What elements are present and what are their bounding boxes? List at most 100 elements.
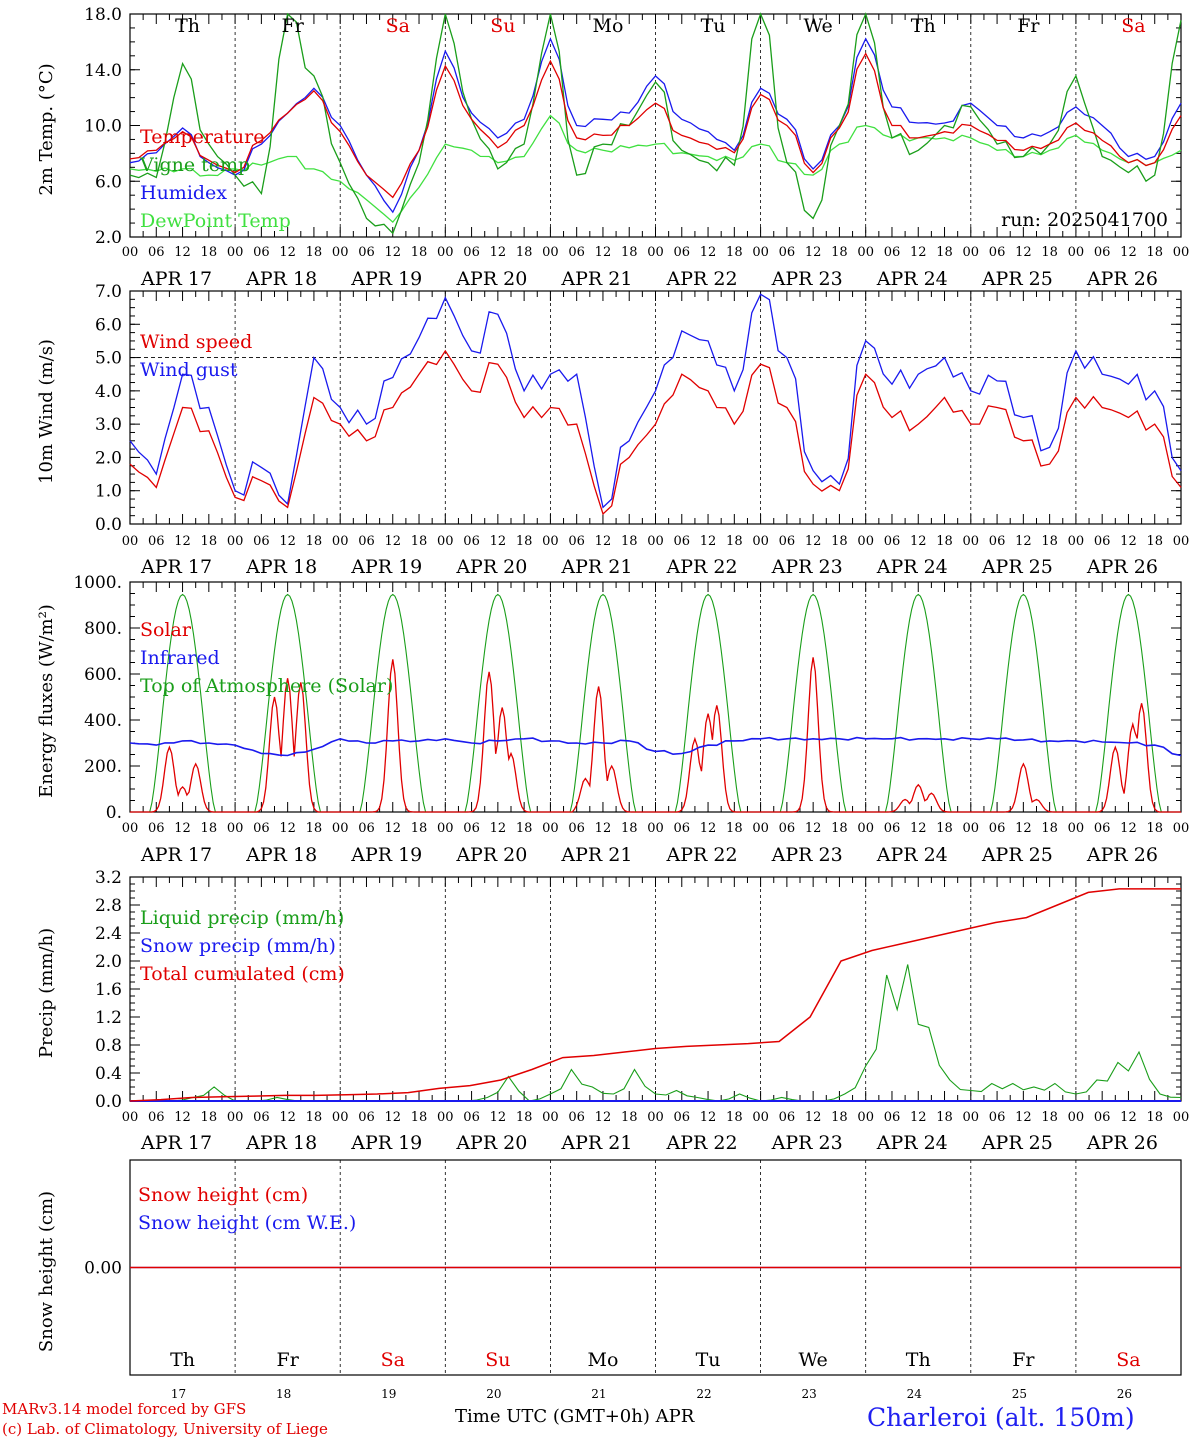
hour-tick-label: 06 [358, 821, 375, 836]
hour-tick-label: 18 [621, 534, 638, 549]
hour-tick-label: 12 [1015, 821, 1032, 836]
hour-tick-label: 00 [437, 534, 454, 549]
date-label: APR 21 [560, 268, 632, 290]
model-credit: MARv3.14 model forced by GFS [2, 1400, 247, 1418]
y-tick-label: 1.0 [95, 482, 122, 502]
hour-tick-label: 00 [1068, 245, 1085, 260]
date-label: APR 24 [876, 556, 948, 578]
y-tick-label: 0.4 [95, 1064, 122, 1084]
y-axis-label: Precip (mm/h) [36, 928, 57, 1058]
hour-tick-label: 18 [201, 534, 218, 549]
day-name: Fr [277, 1349, 300, 1371]
date-label: APR 20 [455, 1132, 527, 1154]
series-line-wind-speed [129, 349, 1182, 516]
series-line-wind-gust [129, 293, 1182, 509]
hour-tick-label: 00 [963, 534, 980, 549]
legend-entry: Wind speed [140, 331, 252, 353]
hour-tick-label: 06 [568, 1110, 585, 1125]
hour-tick-label: 06 [568, 821, 585, 836]
hour-tick-label: 18 [201, 245, 218, 260]
hour-tick-label: 00 [1173, 534, 1190, 549]
hour-tick-label: 00 [437, 1110, 454, 1125]
legend-entry: Infrared [140, 647, 220, 669]
hour-tick-label: 00 [437, 821, 454, 836]
y-axis-label: Snow height (cm) [36, 1191, 57, 1352]
y-tick-label: 5.0 [95, 349, 122, 369]
series-line-infrared [129, 736, 1182, 757]
hour-tick-label: 00 [752, 821, 769, 836]
hour-tick-label: 06 [1094, 1110, 1111, 1125]
day-name: Tu [701, 15, 726, 37]
y-tick-label: 6.0 [95, 315, 122, 335]
hour-tick-label: 06 [884, 821, 901, 836]
hour-tick-label: 12 [1015, 245, 1032, 260]
day-name: We [799, 1349, 828, 1371]
hour-tick-label: 06 [148, 821, 165, 836]
date-label: APR 23 [771, 844, 843, 866]
date-label: APR 22 [666, 844, 738, 866]
hour-tick-label: 06 [253, 534, 270, 549]
day-name: Th [911, 15, 936, 37]
hour-tick-label: 12 [910, 1110, 927, 1125]
hour-tick-label: 06 [884, 534, 901, 549]
date-label: APR 25 [981, 1132, 1053, 1154]
y-tick-label: 7.0 [95, 282, 122, 302]
hour-tick-label: 00 [542, 821, 559, 836]
hour-tick-label: 18 [831, 534, 848, 549]
hour-tick-label: 06 [358, 534, 375, 549]
date-label: APR 19 [350, 556, 422, 578]
hour-tick-label: 18 [621, 1110, 638, 1125]
hour-tick-label: 12 [174, 534, 191, 549]
hour-tick-label: 18 [726, 245, 743, 260]
hour-tick-label: 06 [463, 534, 480, 549]
hour-tick-label: 06 [884, 1110, 901, 1125]
hour-tick-label: 18 [1146, 245, 1163, 260]
legend-entry: Vigne temp [139, 154, 250, 176]
hour-tick-label: 18 [1146, 534, 1163, 549]
y-tick-label: 800. [84, 619, 122, 639]
hour-tick-label: 06 [463, 245, 480, 260]
hour-tick-label: 00 [1068, 821, 1085, 836]
hour-tick-label: 00 [122, 1110, 139, 1125]
hour-tick-label: 12 [384, 1110, 401, 1125]
y-tick-label: 10.0 [84, 117, 122, 137]
hour-tick-label: 18 [516, 821, 533, 836]
hour-tick-label: 06 [463, 821, 480, 836]
hour-tick-label: 06 [989, 245, 1006, 260]
lab-credit: (c) Lab. of Climatology, University of L… [2, 1420, 328, 1438]
hour-tick-label: 06 [989, 821, 1006, 836]
legend-entry: Snow precip (mm/h) [140, 935, 336, 957]
hour-tick-label: 18 [831, 1110, 848, 1125]
hour-tick-label: 12 [595, 534, 612, 549]
date-label: APR 25 [981, 268, 1053, 290]
hour-tick-label: 18 [411, 245, 428, 260]
hour-tick-label: 00 [647, 534, 664, 549]
hour-tick-label: 06 [674, 245, 691, 260]
hour-tick-label: 00 [437, 245, 454, 260]
date-label: APR 17 [140, 556, 212, 578]
hour-tick-label: 00 [857, 1110, 874, 1125]
day-number: 25 [1012, 1387, 1027, 1401]
date-label: APR 18 [245, 844, 317, 866]
hour-tick-label: 18 [936, 534, 953, 549]
day-name: Sa [1121, 15, 1145, 37]
hour-tick-label: 12 [805, 1110, 822, 1125]
hour-tick-label: 00 [752, 534, 769, 549]
date-label: APR 18 [245, 268, 317, 290]
hour-tick-label: 00 [1068, 534, 1085, 549]
date-label: APR 24 [876, 268, 948, 290]
hour-tick-label: 18 [936, 245, 953, 260]
date-label: APR 23 [771, 268, 843, 290]
y-tick-label: 2.0 [95, 952, 122, 972]
day-name: Sa [386, 15, 410, 37]
hour-tick-label: 12 [910, 821, 927, 836]
day-number: 21 [591, 1387, 606, 1401]
day-number: 23 [802, 1387, 817, 1401]
legend-entry: Temperature [140, 126, 264, 148]
date-label: APR 24 [876, 844, 948, 866]
hour-tick-label: 00 [332, 245, 349, 260]
hour-tick-label: 18 [936, 821, 953, 836]
date-label: APR 20 [455, 556, 527, 578]
hour-tick-label: 06 [358, 245, 375, 260]
